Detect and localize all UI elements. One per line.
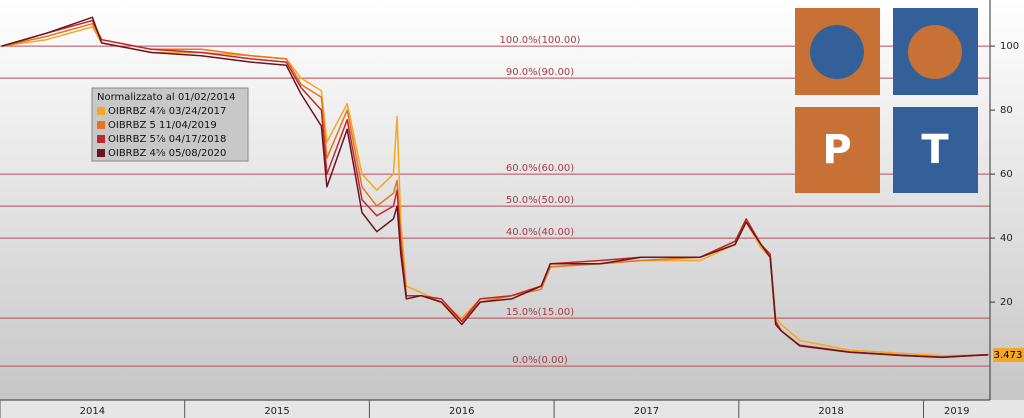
legend-box xyxy=(91,87,249,162)
logo-circle xyxy=(810,25,864,79)
x-tick-label: 2015 xyxy=(264,406,289,417)
legend-label: OIBRBZ 4⅞ 03/24/2017 xyxy=(108,106,226,117)
x-tick-label: 2017 xyxy=(634,406,659,417)
legend-swatch xyxy=(97,149,105,157)
legend-label: OIBRBZ 4⅝ 05/08/2020 xyxy=(108,148,226,159)
reference-label: 40.0%(40.00) xyxy=(506,227,574,238)
last-value-label: 3.473 xyxy=(994,350,1023,361)
reference-label: 90.0%(90.00) xyxy=(506,67,574,78)
x-tick-label: 2018 xyxy=(818,406,843,417)
legend-swatch xyxy=(97,135,105,143)
reference-label: 100.0%(100.00) xyxy=(500,35,581,46)
x-tick-label: 2016 xyxy=(449,406,474,417)
y-tick-label: 40 xyxy=(1000,233,1013,244)
y-tick-label: 60 xyxy=(1000,169,1013,180)
logo-square xyxy=(893,107,978,193)
logo: P T xyxy=(795,8,978,193)
legend-swatch xyxy=(97,121,105,129)
series-line xyxy=(1,16,989,359)
legend-swatch xyxy=(97,107,105,115)
logo-letter: T xyxy=(921,127,949,173)
legend-label: OIBRBZ 5⅞ 04/17/2018 xyxy=(108,134,226,145)
reference-label: 15.0%(15.00) xyxy=(506,307,574,318)
y-tick-label: 80 xyxy=(1000,105,1013,116)
legend: Normalizzato al 01/02/2014 OIBRBZ 4⅞ 03/2… xyxy=(91,87,249,162)
series-line xyxy=(1,19,989,358)
reference-label: 50.0%(50.00) xyxy=(506,195,574,206)
legend-title: Normalizzato al 01/02/2014 xyxy=(97,92,236,103)
x-tick-label: 2014 xyxy=(80,406,105,417)
x-axis-band xyxy=(0,400,1024,418)
reference-label: 0.0%(0.00) xyxy=(512,355,568,366)
logo-circle xyxy=(908,25,962,79)
y-tick-label: 20 xyxy=(1000,297,1013,308)
legend-label: OIBRBZ 5 11/04/2019 xyxy=(108,120,217,131)
logo-letter: P xyxy=(822,127,851,173)
y-tick-label: 100 xyxy=(1000,41,1019,52)
logo-square xyxy=(795,107,880,193)
last-value-box xyxy=(993,347,1024,362)
x-tick-label: 2019 xyxy=(944,406,969,417)
reference-label: 60.0%(60.00) xyxy=(506,163,574,174)
